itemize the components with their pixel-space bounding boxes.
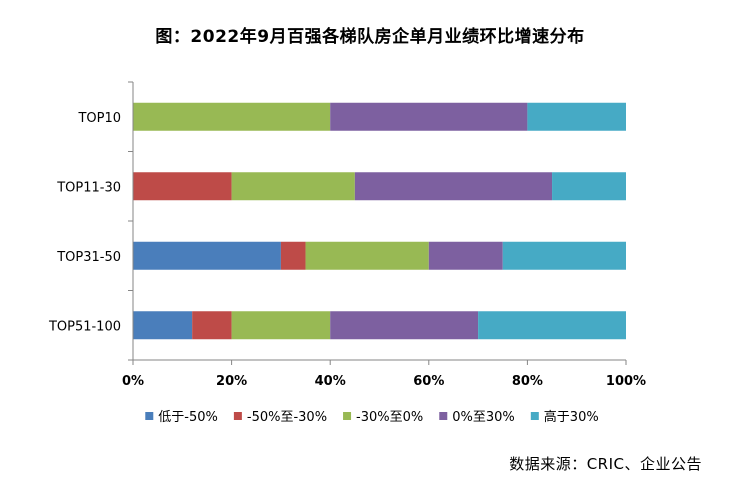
category-labels-group: TOP10 TOP11-30 TOP31-50 TOP51-100 — [48, 111, 121, 335]
tick-labels-group: 0% 20% 40% 60% 80% 100% — [122, 374, 646, 389]
x-tick-label: 20% — [216, 374, 247, 389]
bar-segment-1-5 — [527, 102, 626, 131]
bar-segment-2-4 — [354, 172, 553, 201]
bar-segment-1-3 — [133, 102, 331, 131]
legend-swatch-1 — [145, 412, 154, 420]
x-tick-label: 100% — [606, 374, 646, 389]
x-tick-label: 80% — [512, 374, 543, 389]
bar-segment-2-3 — [231, 172, 355, 201]
bar-segment-4-2 — [192, 311, 232, 340]
bar-segment-4-3 — [231, 311, 331, 340]
category-label: TOP31-50 — [56, 250, 121, 265]
bar-segment-3-3 — [305, 241, 429, 270]
chart-title: 图：2022年9月百强各梯队房企单月业绩环比增速分布 — [155, 27, 585, 47]
bar-segment-1-4 — [330, 102, 528, 131]
bar-segment-2-5 — [552, 172, 626, 201]
bar-segment-4-4 — [330, 311, 479, 340]
legend-swatch-3 — [343, 412, 352, 420]
legend-swatch-5 — [530, 412, 539, 420]
legend-label-3: -30%至0% — [356, 410, 423, 425]
legend-label-2: -50%至-30% — [247, 410, 327, 425]
source-note: 数据来源：CRIC、企业公告 — [509, 455, 702, 473]
bar-segment-4-1 — [133, 311, 193, 340]
bar-segment-3-5 — [502, 241, 626, 270]
bar-segment-2-2 — [133, 172, 232, 201]
legend-label-1: 低于-50% — [158, 410, 218, 425]
category-label: TOP51-100 — [48, 319, 121, 334]
axis-ticks-group — [128, 81, 627, 365]
x-tick-label: 60% — [413, 374, 444, 389]
bars-group — [133, 102, 626, 340]
legend: 低于-50% -50%至-30% -30%至0% 0%至30% 高于30% — [145, 409, 599, 425]
bar-segment-4-5 — [478, 311, 626, 340]
category-label: TOP10 — [77, 111, 121, 126]
legend-swatch-4 — [439, 412, 448, 420]
bar-segment-3-2 — [280, 241, 306, 270]
legend-swatch-2 — [233, 412, 242, 420]
legend-label-5: 高于30% — [544, 409, 599, 425]
x-tick-label: 40% — [315, 374, 346, 389]
category-label: TOP11-30 — [56, 180, 121, 195]
bar-segment-3-1 — [133, 241, 281, 270]
legend-label-4: 0%至30% — [452, 410, 515, 425]
x-tick-label: 0% — [122, 374, 144, 389]
bar-segment-3-4 — [428, 241, 503, 270]
